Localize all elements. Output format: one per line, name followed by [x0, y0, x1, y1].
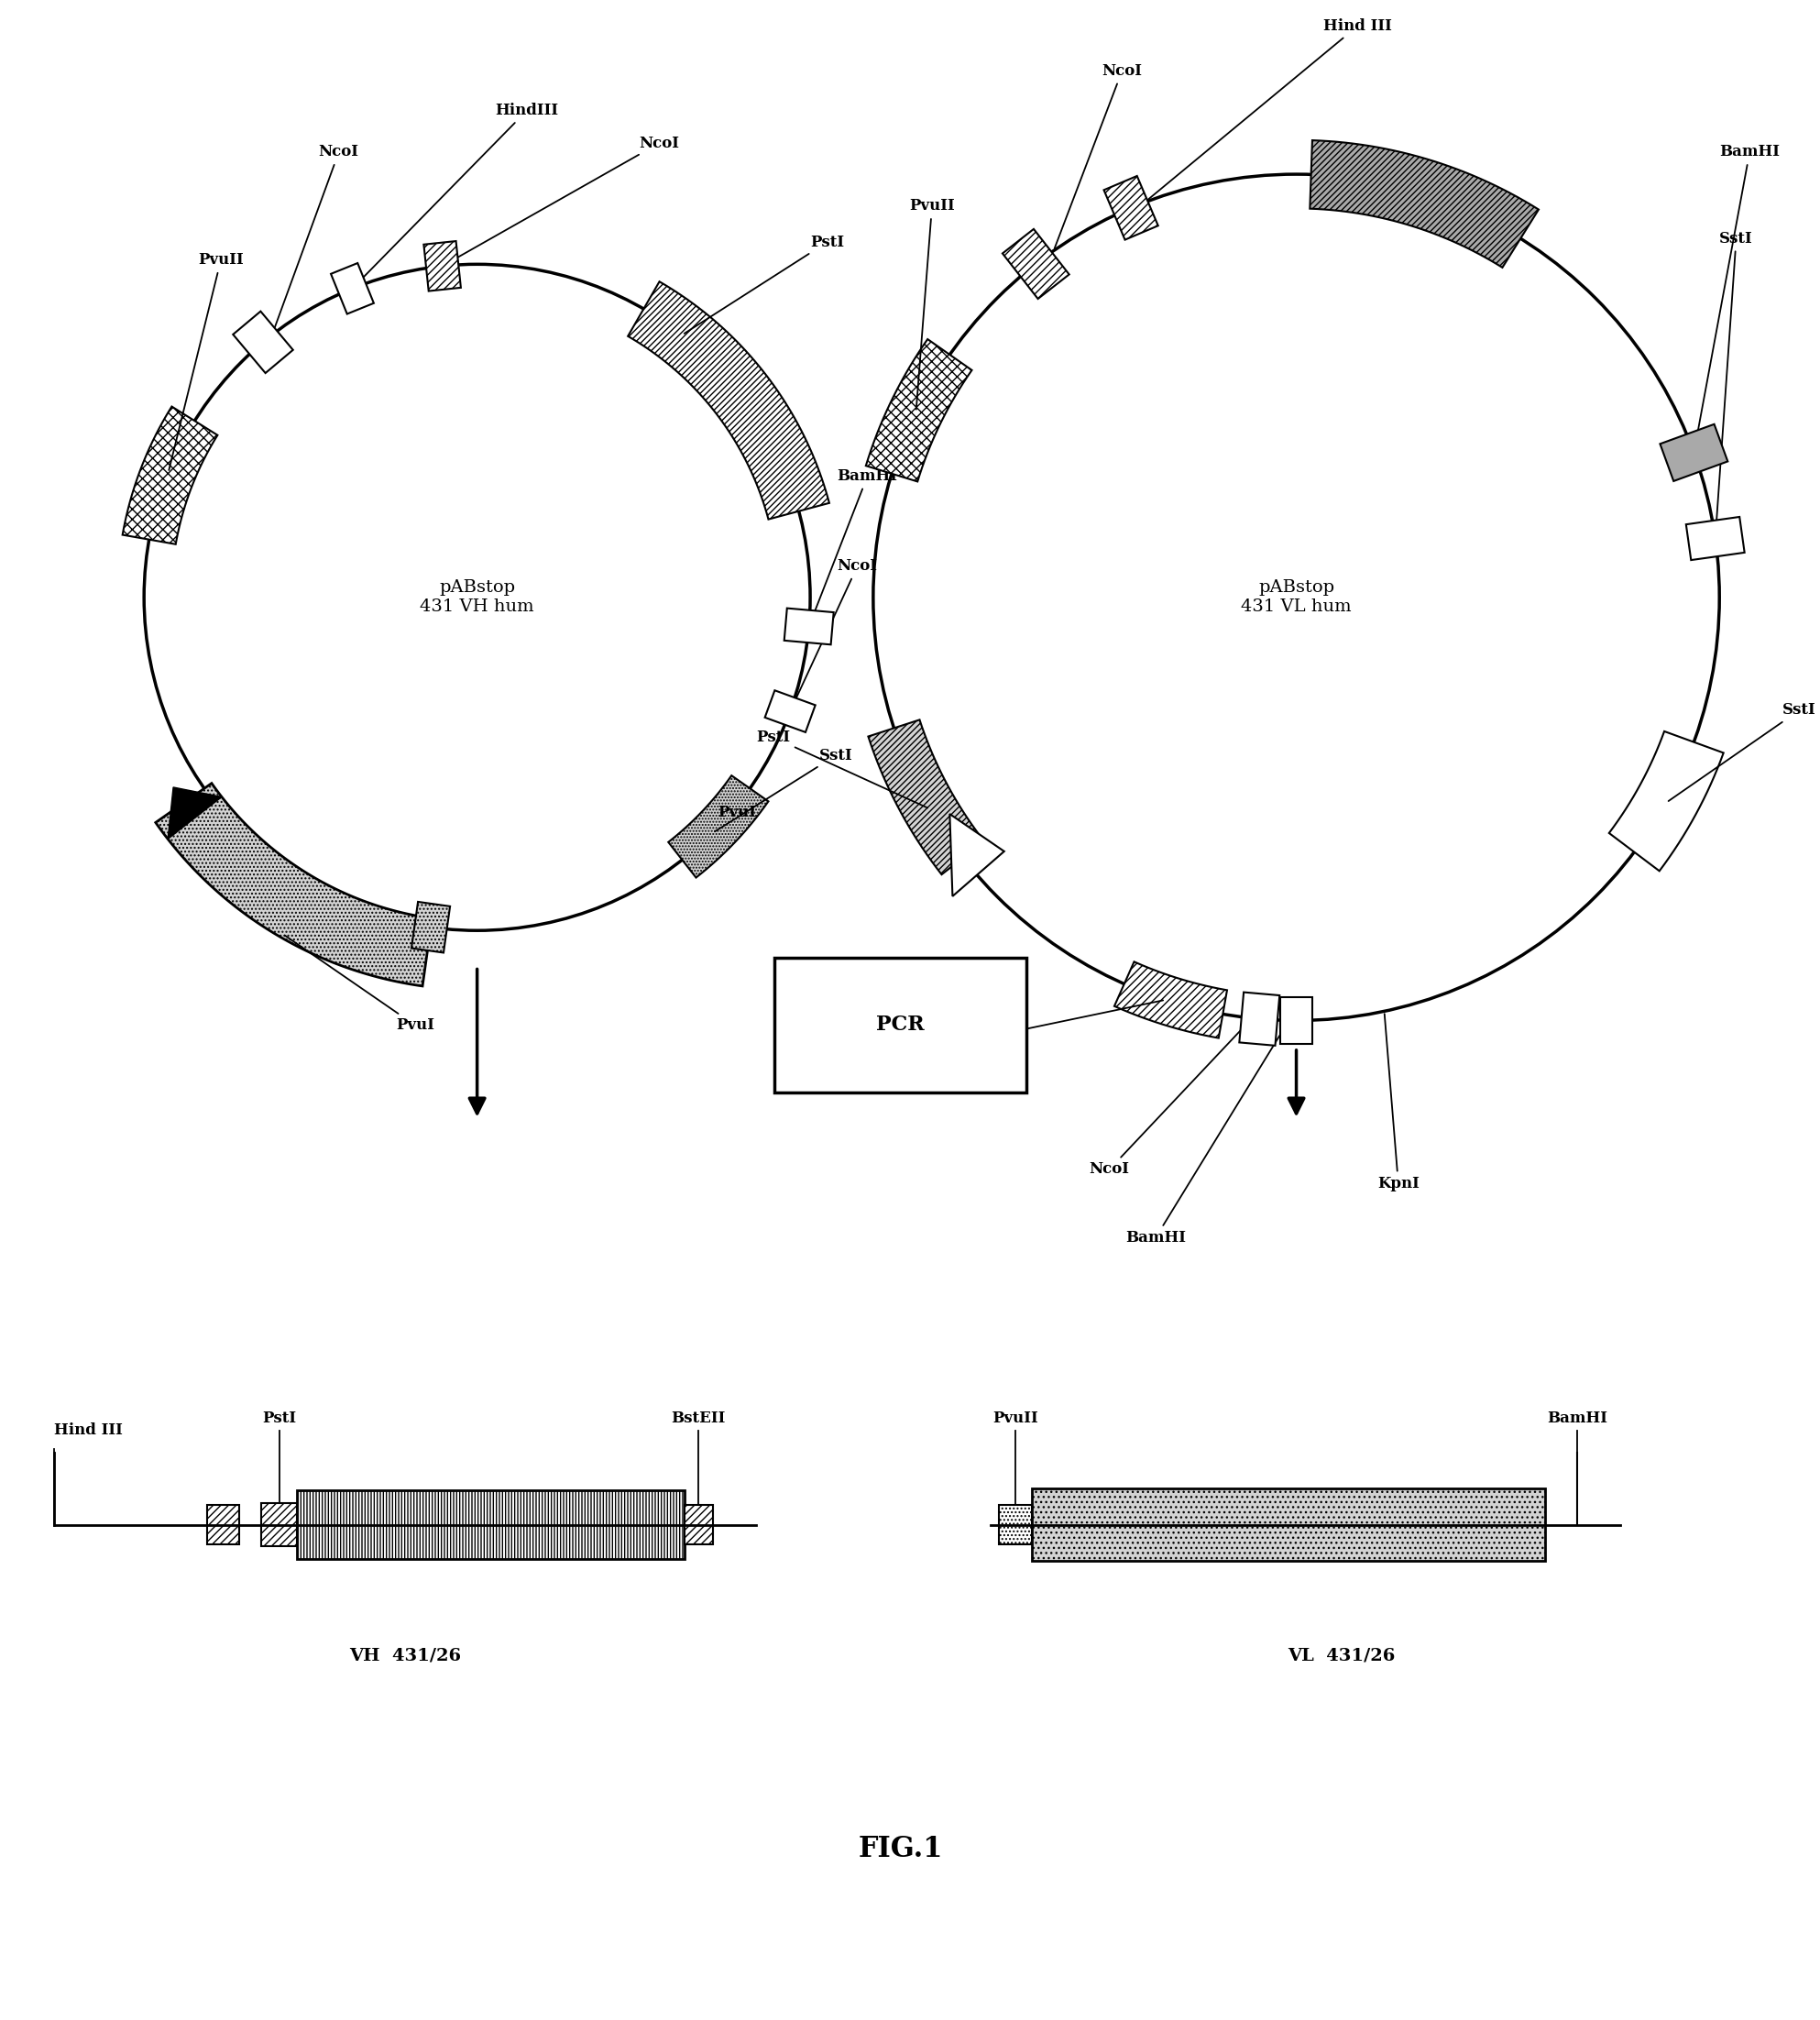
Text: SstI: SstI: [1716, 230, 1753, 535]
Text: PvuI: PvuI: [717, 804, 755, 820]
FancyBboxPatch shape: [773, 957, 1026, 1093]
FancyBboxPatch shape: [999, 1505, 1032, 1545]
Text: VL  431/26: VL 431/26: [1287, 1646, 1396, 1664]
Text: PCR: PCR: [875, 1014, 925, 1034]
Text: Hind III: Hind III: [1147, 18, 1392, 200]
Text: PvuII: PvuII: [992, 1410, 1037, 1426]
Polygon shape: [167, 788, 222, 838]
Text: PvuI: PvuI: [284, 935, 435, 1032]
Polygon shape: [424, 240, 460, 291]
Polygon shape: [122, 406, 218, 543]
Text: HindIII: HindIII: [355, 103, 559, 287]
Polygon shape: [868, 719, 985, 875]
Text: Hind III: Hind III: [55, 1422, 122, 1438]
Polygon shape: [784, 608, 834, 644]
FancyBboxPatch shape: [1032, 1489, 1545, 1561]
Polygon shape: [1114, 962, 1227, 1038]
Text: NcoI: NcoI: [792, 558, 877, 709]
FancyBboxPatch shape: [684, 1505, 713, 1545]
Text: pABstop
431 VH hum: pABstop 431 VH hum: [420, 580, 535, 616]
Text: PstI: PstI: [755, 729, 928, 808]
Polygon shape: [1003, 228, 1068, 299]
Text: pABstop
431 VL hum: pABstop 431 VL hum: [1241, 580, 1352, 616]
Text: BamHI: BamHI: [1694, 143, 1780, 450]
Text: NcoI: NcoI: [444, 135, 679, 265]
Text: FIG.1: FIG.1: [857, 1834, 943, 1862]
Polygon shape: [1279, 998, 1312, 1044]
Polygon shape: [764, 691, 815, 731]
Polygon shape: [866, 339, 972, 481]
Polygon shape: [628, 281, 830, 519]
Text: NcoI: NcoI: [273, 143, 359, 333]
Text: BstEII: BstEII: [672, 1410, 726, 1426]
Text: BamHI: BamHI: [1547, 1410, 1607, 1426]
Polygon shape: [1105, 176, 1158, 240]
Polygon shape: [331, 263, 373, 313]
FancyBboxPatch shape: [207, 1505, 240, 1545]
Text: SstI: SstI: [1669, 703, 1816, 802]
Polygon shape: [1239, 992, 1279, 1046]
Text: NcoI: NcoI: [1088, 1020, 1250, 1178]
Polygon shape: [1660, 424, 1727, 481]
Polygon shape: [155, 784, 431, 986]
Text: PvuII: PvuII: [910, 198, 956, 410]
Text: BamHI: BamHI: [810, 469, 897, 624]
Text: PstI: PstI: [262, 1410, 297, 1426]
Polygon shape: [1609, 731, 1724, 871]
Polygon shape: [1310, 139, 1538, 267]
Polygon shape: [411, 901, 450, 953]
Text: PstI: PstI: [684, 234, 844, 333]
Text: SstI: SstI: [715, 747, 854, 832]
Text: SstI: SstI: [810, 1000, 1163, 1079]
FancyBboxPatch shape: [260, 1503, 297, 1545]
Polygon shape: [233, 311, 293, 374]
Text: KpnI: KpnI: [1378, 1014, 1420, 1192]
Polygon shape: [950, 814, 1005, 897]
Text: PvuII: PvuII: [169, 252, 244, 471]
Text: NcoI: NcoI: [1054, 63, 1143, 248]
Text: BamHI: BamHI: [1125, 1022, 1287, 1246]
Polygon shape: [1685, 517, 1745, 560]
FancyBboxPatch shape: [297, 1491, 684, 1559]
Text: VH  431/26: VH 431/26: [349, 1646, 460, 1664]
Polygon shape: [668, 776, 768, 877]
